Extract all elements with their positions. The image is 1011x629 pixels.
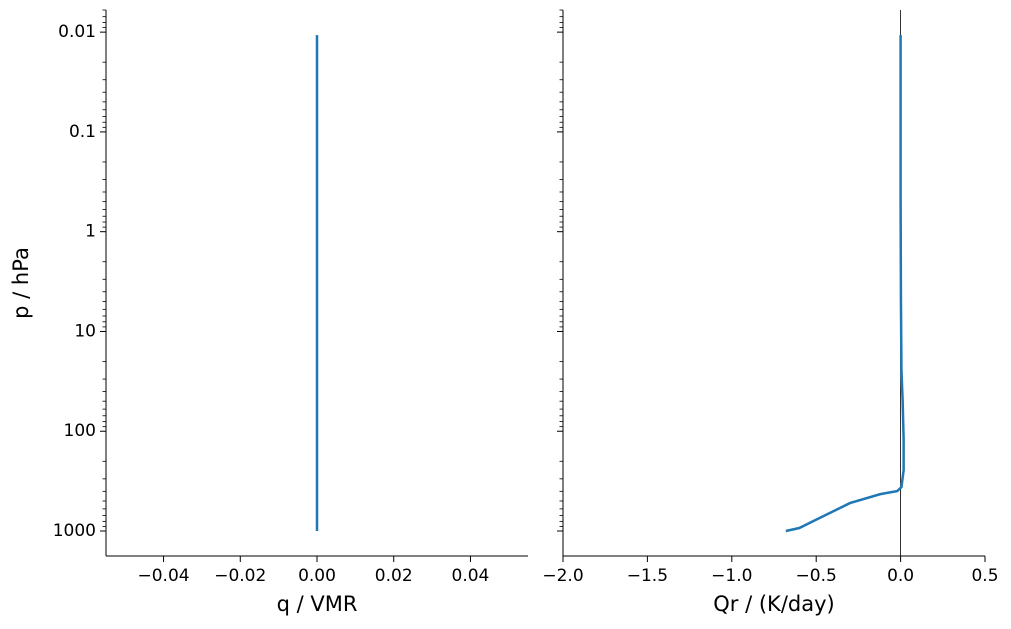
- x-tick-label: 0.00: [298, 566, 336, 586]
- profile-line: [785, 35, 905, 533]
- x-tick-label: −1.0: [711, 566, 752, 586]
- x-tick-label: −2.0: [542, 566, 583, 586]
- x-tick-label: −1.5: [627, 566, 668, 586]
- y-tick-label: 100: [64, 421, 96, 441]
- y-axis-label: p / hPa: [9, 247, 33, 319]
- x-tick-label: −0.5: [796, 566, 837, 586]
- x-tick-label: 0.5: [971, 566, 998, 586]
- y-tick-label: 10: [74, 321, 96, 341]
- x-tick-label: 0.0: [887, 566, 914, 586]
- y-tick-label: 1: [85, 222, 96, 242]
- x-tick-label: −0.04: [137, 566, 189, 586]
- x-tick-label: 0.02: [375, 566, 413, 586]
- x-axis-label: q / VMR: [277, 592, 358, 616]
- y-tick-label: 0.01: [58, 22, 96, 42]
- x-axis-label: Qr / (K/day): [713, 592, 834, 616]
- y-tick-label: 0.1: [69, 122, 96, 142]
- y-tick-label: 1000: [53, 521, 96, 541]
- x-tick-label: 0.04: [452, 566, 490, 586]
- x-tick-label: −0.02: [214, 566, 266, 586]
